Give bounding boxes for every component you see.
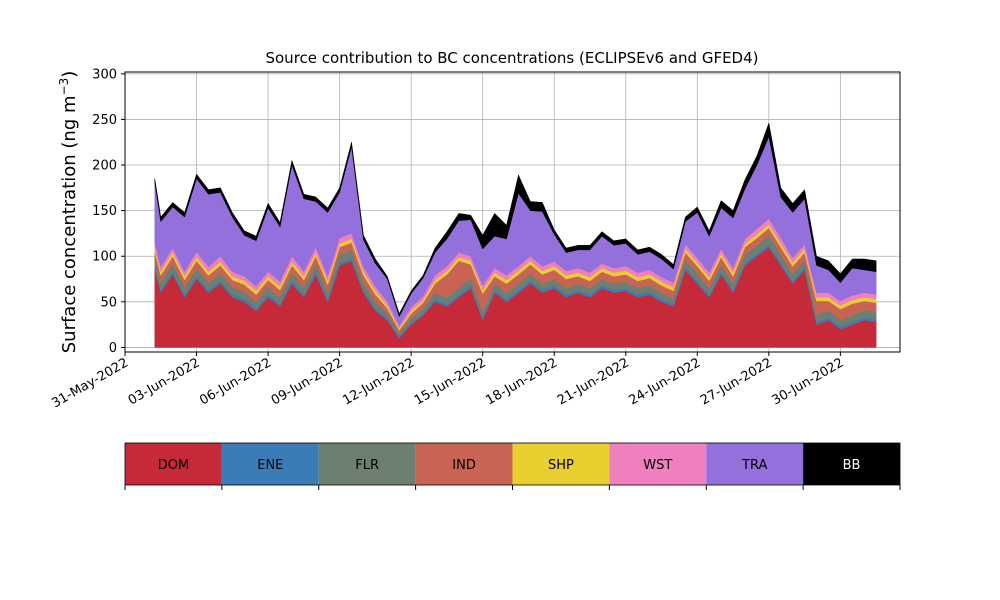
legend-swatch-flr bbox=[318, 443, 416, 485]
legend-label-ind: IND bbox=[452, 458, 476, 473]
y-tick-label: 100 bbox=[92, 250, 117, 265]
y-axis-label-main: Surface concentration (ng m bbox=[59, 95, 80, 353]
x-tick-label: 24-Jun-2022 bbox=[626, 355, 703, 408]
x-tick-label: 27-Jun-2022 bbox=[698, 355, 775, 408]
x-tick-label: 03-Jun-2022 bbox=[126, 355, 203, 408]
legend-label-shp: SHP bbox=[548, 458, 574, 473]
plot-areas bbox=[154, 122, 877, 348]
legend-swatch-dom bbox=[125, 443, 222, 485]
legend-label-tra: TRA bbox=[741, 458, 767, 473]
y-tick-label: 250 bbox=[92, 113, 117, 128]
y-axis-label-superscript: −3 bbox=[57, 78, 71, 96]
x-tick-label: 31-May-2022 bbox=[49, 355, 131, 411]
y-tick-label: 50 bbox=[100, 295, 117, 310]
legend-swatch-shp bbox=[512, 443, 610, 485]
legend-label-ene: ENE bbox=[257, 458, 283, 473]
x-tick-label: 06-Jun-2022 bbox=[197, 355, 274, 408]
y-tick-label: 0 bbox=[109, 341, 117, 356]
legend-label-bb: BB bbox=[843, 458, 861, 473]
chart-title: Source contribution to BC concentrations… bbox=[265, 49, 758, 67]
legend-swatch-ind bbox=[415, 443, 513, 485]
x-tick-label: 15-Jun-2022 bbox=[412, 355, 489, 408]
y-tick-label: 150 bbox=[92, 204, 117, 219]
x-tick-label: 30-Jun-2022 bbox=[770, 355, 847, 408]
legend-swatch-bb bbox=[803, 443, 900, 485]
legend-label-dom: DOM bbox=[158, 458, 189, 473]
x-tick-label: 21-Jun-2022 bbox=[555, 355, 632, 408]
legend-label-wst: WST bbox=[643, 458, 672, 473]
y-tick-label: 200 bbox=[92, 159, 117, 174]
legend-swatch-ene bbox=[221, 443, 319, 485]
x-tick-label: 12-Jun-2022 bbox=[340, 355, 417, 408]
legend-swatch-wst bbox=[609, 443, 707, 485]
x-tick-label: 18-Jun-2022 bbox=[483, 355, 560, 408]
y-tick-label: 300 bbox=[92, 67, 117, 82]
area-bb bbox=[154, 122, 877, 318]
legend: DOM ENE FLR IND SHP WST TRA BB bbox=[124, 442, 901, 490]
y-axis-label: Surface concentration (ng m−3) bbox=[57, 71, 80, 354]
legend-swatch-tra bbox=[706, 443, 804, 485]
legend-label-flr: FLR bbox=[355, 458, 379, 473]
x-tick-label: 09-Jun-2022 bbox=[269, 355, 346, 408]
plot-frame bbox=[124, 71, 901, 353]
y-axis-label-close: ) bbox=[59, 71, 80, 78]
